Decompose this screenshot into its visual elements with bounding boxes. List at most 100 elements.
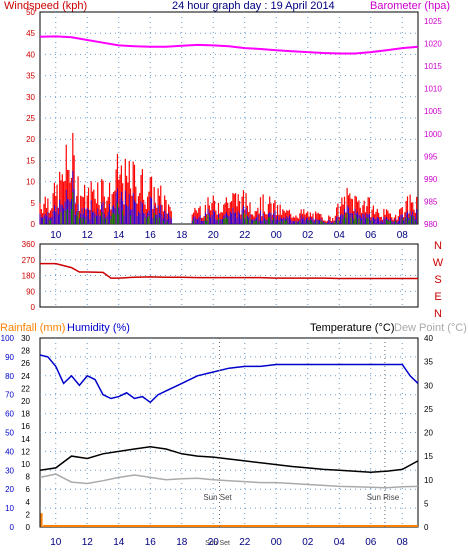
humidity-y-tick: 0 (10, 523, 15, 532)
direction-y-tick: 270 (22, 256, 36, 265)
wind-y-tick: 20 (26, 135, 35, 144)
sunset-axis-label: Sun Set (205, 540, 230, 547)
x-tick-label: 10 (50, 537, 62, 548)
rainfall-axis-label: Rainfall (mm) (0, 322, 65, 334)
dewpoint-line (39, 473, 419, 489)
x-tick-label: 12 (82, 537, 94, 548)
baro-y-tick: 1005 (424, 107, 442, 116)
x-tick-label: 20 (208, 537, 220, 548)
baro-y-tick: 1025 (424, 17, 442, 26)
x-tick-label: 18 (176, 537, 188, 548)
direction-compass-label: E (434, 291, 441, 303)
rainfall-y-tick: 30 (21, 334, 30, 343)
rainfall-y-tick: 26 (21, 359, 30, 368)
rainfall-y-tick: 0 (26, 523, 31, 532)
wind-y-tick: 25 (26, 114, 35, 123)
direction-y-tick: 0 (31, 303, 36, 312)
x-tick-label: 20 (208, 230, 220, 241)
sunset-label: Sun Set (203, 493, 232, 502)
sunrise-label: Sun Rise (367, 493, 400, 502)
rainfall-y-tick: 18 (21, 410, 30, 419)
x-tick-label: 14 (113, 537, 125, 548)
x-tick-label: 04 (334, 537, 346, 548)
rainfall-y-tick: 4 (26, 498, 31, 507)
wind-y-tick: 50 (26, 8, 35, 17)
baro-y-tick: 980 (424, 220, 438, 229)
baro-y-tick: 995 (424, 152, 438, 161)
rainfall-y-tick: 22 (21, 384, 30, 393)
x-tick-label: 02 (302, 537, 314, 548)
direction-compass-label: N (434, 308, 442, 320)
baro-y-tick: 985 (424, 197, 438, 206)
rainfall-y-tick: 20 (21, 397, 30, 406)
rainfall-y-tick: 2 (26, 510, 31, 519)
x-tick-label: 08 (397, 537, 409, 548)
x-tick-label: 00 (271, 230, 283, 241)
x-tick-label: 04 (334, 230, 346, 241)
wind-y-tick: 10 (26, 178, 35, 187)
direction-y-tick: 360 (22, 240, 36, 249)
dewpoint-axis-label: Dew Point (°C) (394, 322, 467, 334)
direction-y-tick: 180 (22, 272, 36, 281)
humidity-axis-label: Humidity (%) (67, 322, 130, 334)
x-tick-label: 06 (365, 537, 377, 548)
humidity-y-tick: 80 (5, 372, 14, 381)
wind-panel-frame (39, 11, 419, 225)
barometer-line (39, 35, 419, 55)
direction-compass-label: W (433, 257, 444, 269)
chart-title: 24 hour graph day : 19 April 2014 (172, 0, 335, 12)
x-tick-label: 22 (239, 537, 251, 548)
x-tick-label: 06 (365, 230, 377, 241)
humidity-y-tick: 40 (5, 447, 14, 456)
direction-compass-label: S (434, 274, 441, 286)
wind-y-tick: 30 (26, 93, 35, 102)
humidity-y-tick: 30 (5, 466, 14, 475)
wind-y-tick: 0 (31, 220, 36, 229)
rainfall-y-tick: 16 (21, 422, 30, 431)
direction-y-tick: 90 (26, 287, 35, 296)
x-tick-label: 22 (239, 230, 251, 241)
x-tick-label: 16 (145, 537, 157, 548)
humidity-y-tick: 60 (5, 410, 14, 419)
x-tick-label: 14 (113, 230, 125, 241)
temp-y-tick: 35 (424, 358, 433, 367)
rainfall-y-tick: 10 (21, 460, 30, 469)
rainfall-y-tick: 24 (21, 372, 30, 381)
direction-panel-frame (39, 243, 419, 308)
humidity-y-tick: 70 (5, 391, 14, 400)
rainfall-y-tick: 6 (26, 485, 31, 494)
temp-y-tick: 5 (424, 499, 429, 508)
wind-y-tick: 45 (26, 29, 35, 38)
x-tick-label: 18 (176, 230, 188, 241)
temp-y-tick: 10 (424, 476, 433, 485)
barometer-axis-label: Barometer (hpa) (370, 0, 450, 12)
wind-y-tick: 40 (26, 50, 35, 59)
temp-y-tick: 0 (424, 523, 429, 532)
rainfall-y-tick: 12 (21, 447, 30, 456)
humidity-y-tick: 50 (5, 429, 14, 438)
direction-line (40, 262, 418, 280)
humidity-y-tick: 100 (1, 334, 15, 343)
temp-y-tick: 25 (424, 405, 433, 414)
temp-y-tick: 15 (424, 452, 433, 461)
humidity-line (39, 354, 419, 404)
temp-y-tick: 30 (424, 381, 433, 390)
x-tick-label: 00 (271, 537, 283, 548)
temperature-axis-label: Temperature (°C) (310, 322, 394, 334)
temp-y-tick: 20 (424, 429, 433, 438)
rainfall-y-tick: 28 (21, 347, 30, 356)
baro-y-tick: 1015 (424, 62, 442, 71)
windspeed-axis-label: Windspeed (kph) (4, 0, 87, 12)
humidity-y-tick: 90 (5, 353, 14, 362)
x-tick-label: 08 (397, 230, 409, 241)
x-tick-label: 16 (145, 230, 157, 241)
wind-y-tick: 15 (26, 156, 35, 165)
x-tick-label: 12 (82, 230, 94, 241)
baro-y-tick: 1020 (424, 40, 442, 49)
baro-y-tick: 1000 (424, 130, 442, 139)
humidity-y-tick: 20 (5, 485, 14, 494)
rainfall-y-tick: 8 (26, 473, 31, 482)
humidity-y-tick: 10 (5, 504, 14, 513)
